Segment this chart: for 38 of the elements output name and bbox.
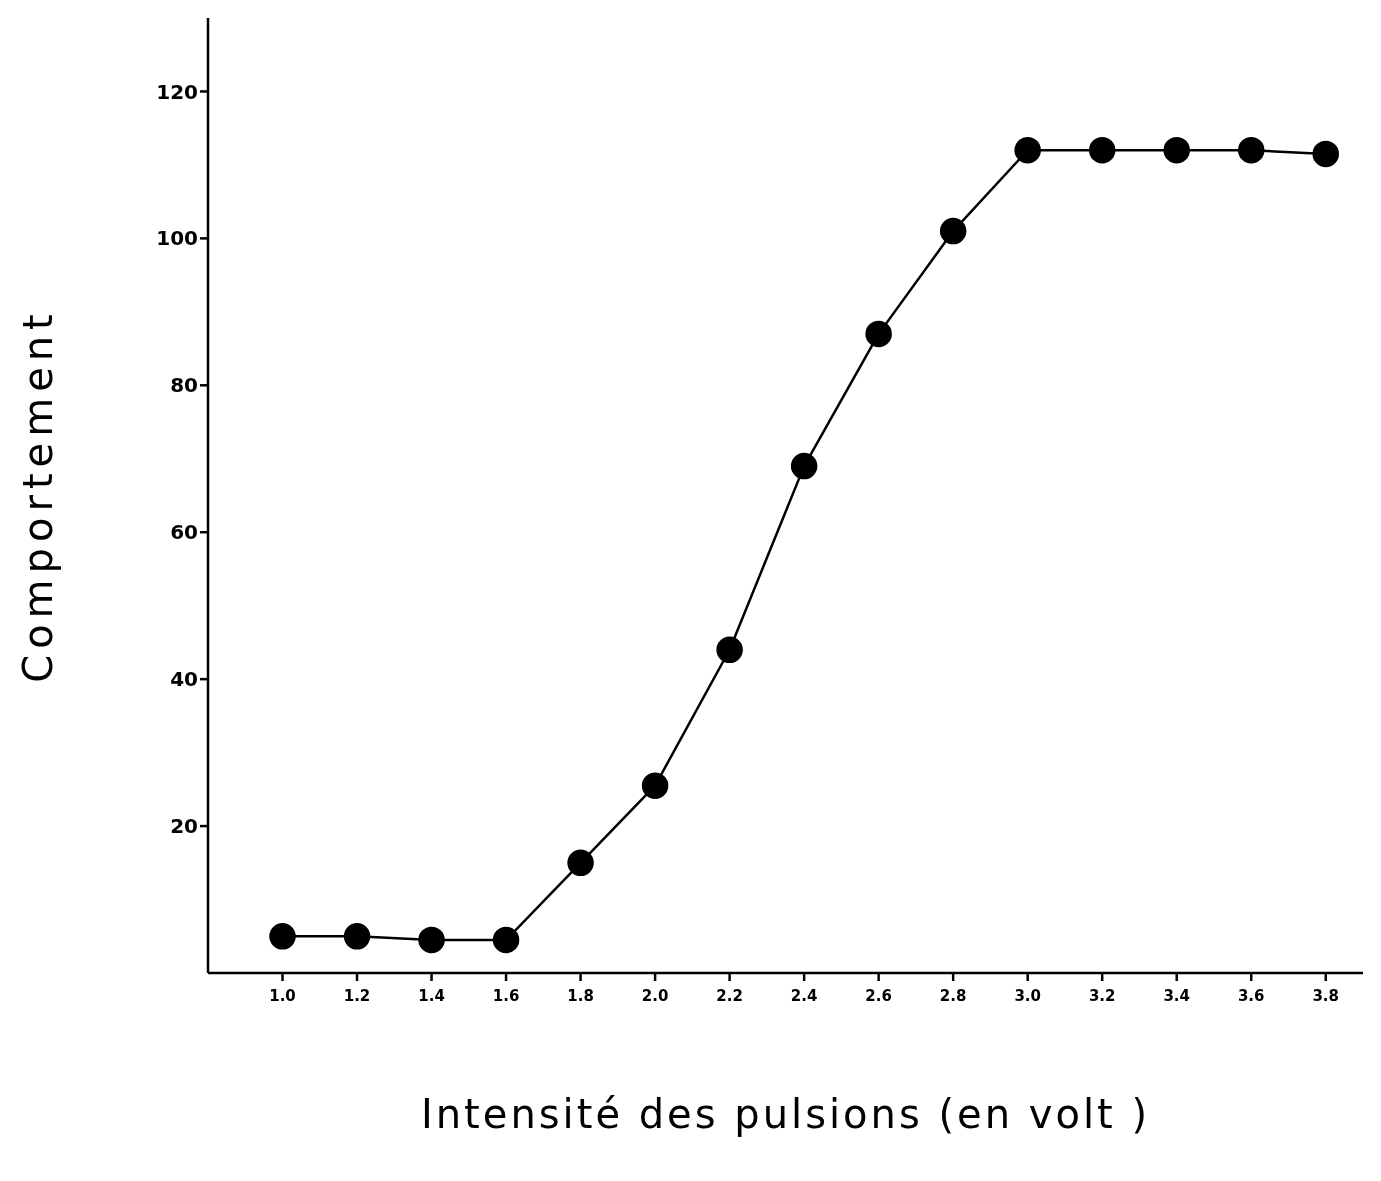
y-tick-label: 60 (170, 520, 198, 545)
x-tick-label: 1.0 (269, 987, 296, 1005)
y-tick-label: 20 (170, 814, 198, 839)
x-axis-title: Intensité des pulsions (en volt ) (420, 1091, 1151, 1137)
point (1014, 136, 1041, 164)
x-tick-label: 2.2 (716, 987, 743, 1005)
point (790, 452, 818, 480)
x-tick-label: 1.6 (492, 987, 520, 1005)
x-tick-label: 3.4 (1163, 987, 1190, 1005)
point (716, 636, 743, 664)
point (939, 217, 967, 245)
x-tick-label: 3.2 (1088, 987, 1116, 1005)
point (1163, 136, 1190, 164)
point (1237, 136, 1265, 164)
y-tick-label: 80 (170, 373, 198, 398)
y-tick-label: 120 (156, 79, 198, 104)
point (418, 926, 445, 954)
x-tick-label: 2.0 (641, 987, 669, 1005)
x-tick-label: 1.4 (418, 987, 445, 1005)
point (1088, 136, 1116, 164)
point (1312, 140, 1339, 168)
x-tick-label: 1.8 (567, 987, 594, 1005)
x-tick-label: 2.6 (865, 987, 892, 1005)
x-tick-label: 3.6 (1237, 987, 1265, 1005)
point (343, 923, 371, 950)
x-tick-label: 1.2 (343, 987, 371, 1005)
x-tick-label: 3.0 (1014, 987, 1041, 1005)
y-axis-title: Comportement (15, 308, 62, 683)
x-tick-label: 2.8 (939, 987, 967, 1005)
point (865, 320, 892, 348)
y-tick-label: 100 (156, 226, 198, 251)
y-tick-label: 40 (170, 667, 198, 692)
point (269, 923, 296, 950)
x-tick-label: 3.8 (1312, 987, 1340, 1005)
x-tick-label: 2.4 (790, 987, 818, 1005)
point (641, 772, 669, 799)
point (567, 849, 594, 877)
point (492, 926, 520, 954)
